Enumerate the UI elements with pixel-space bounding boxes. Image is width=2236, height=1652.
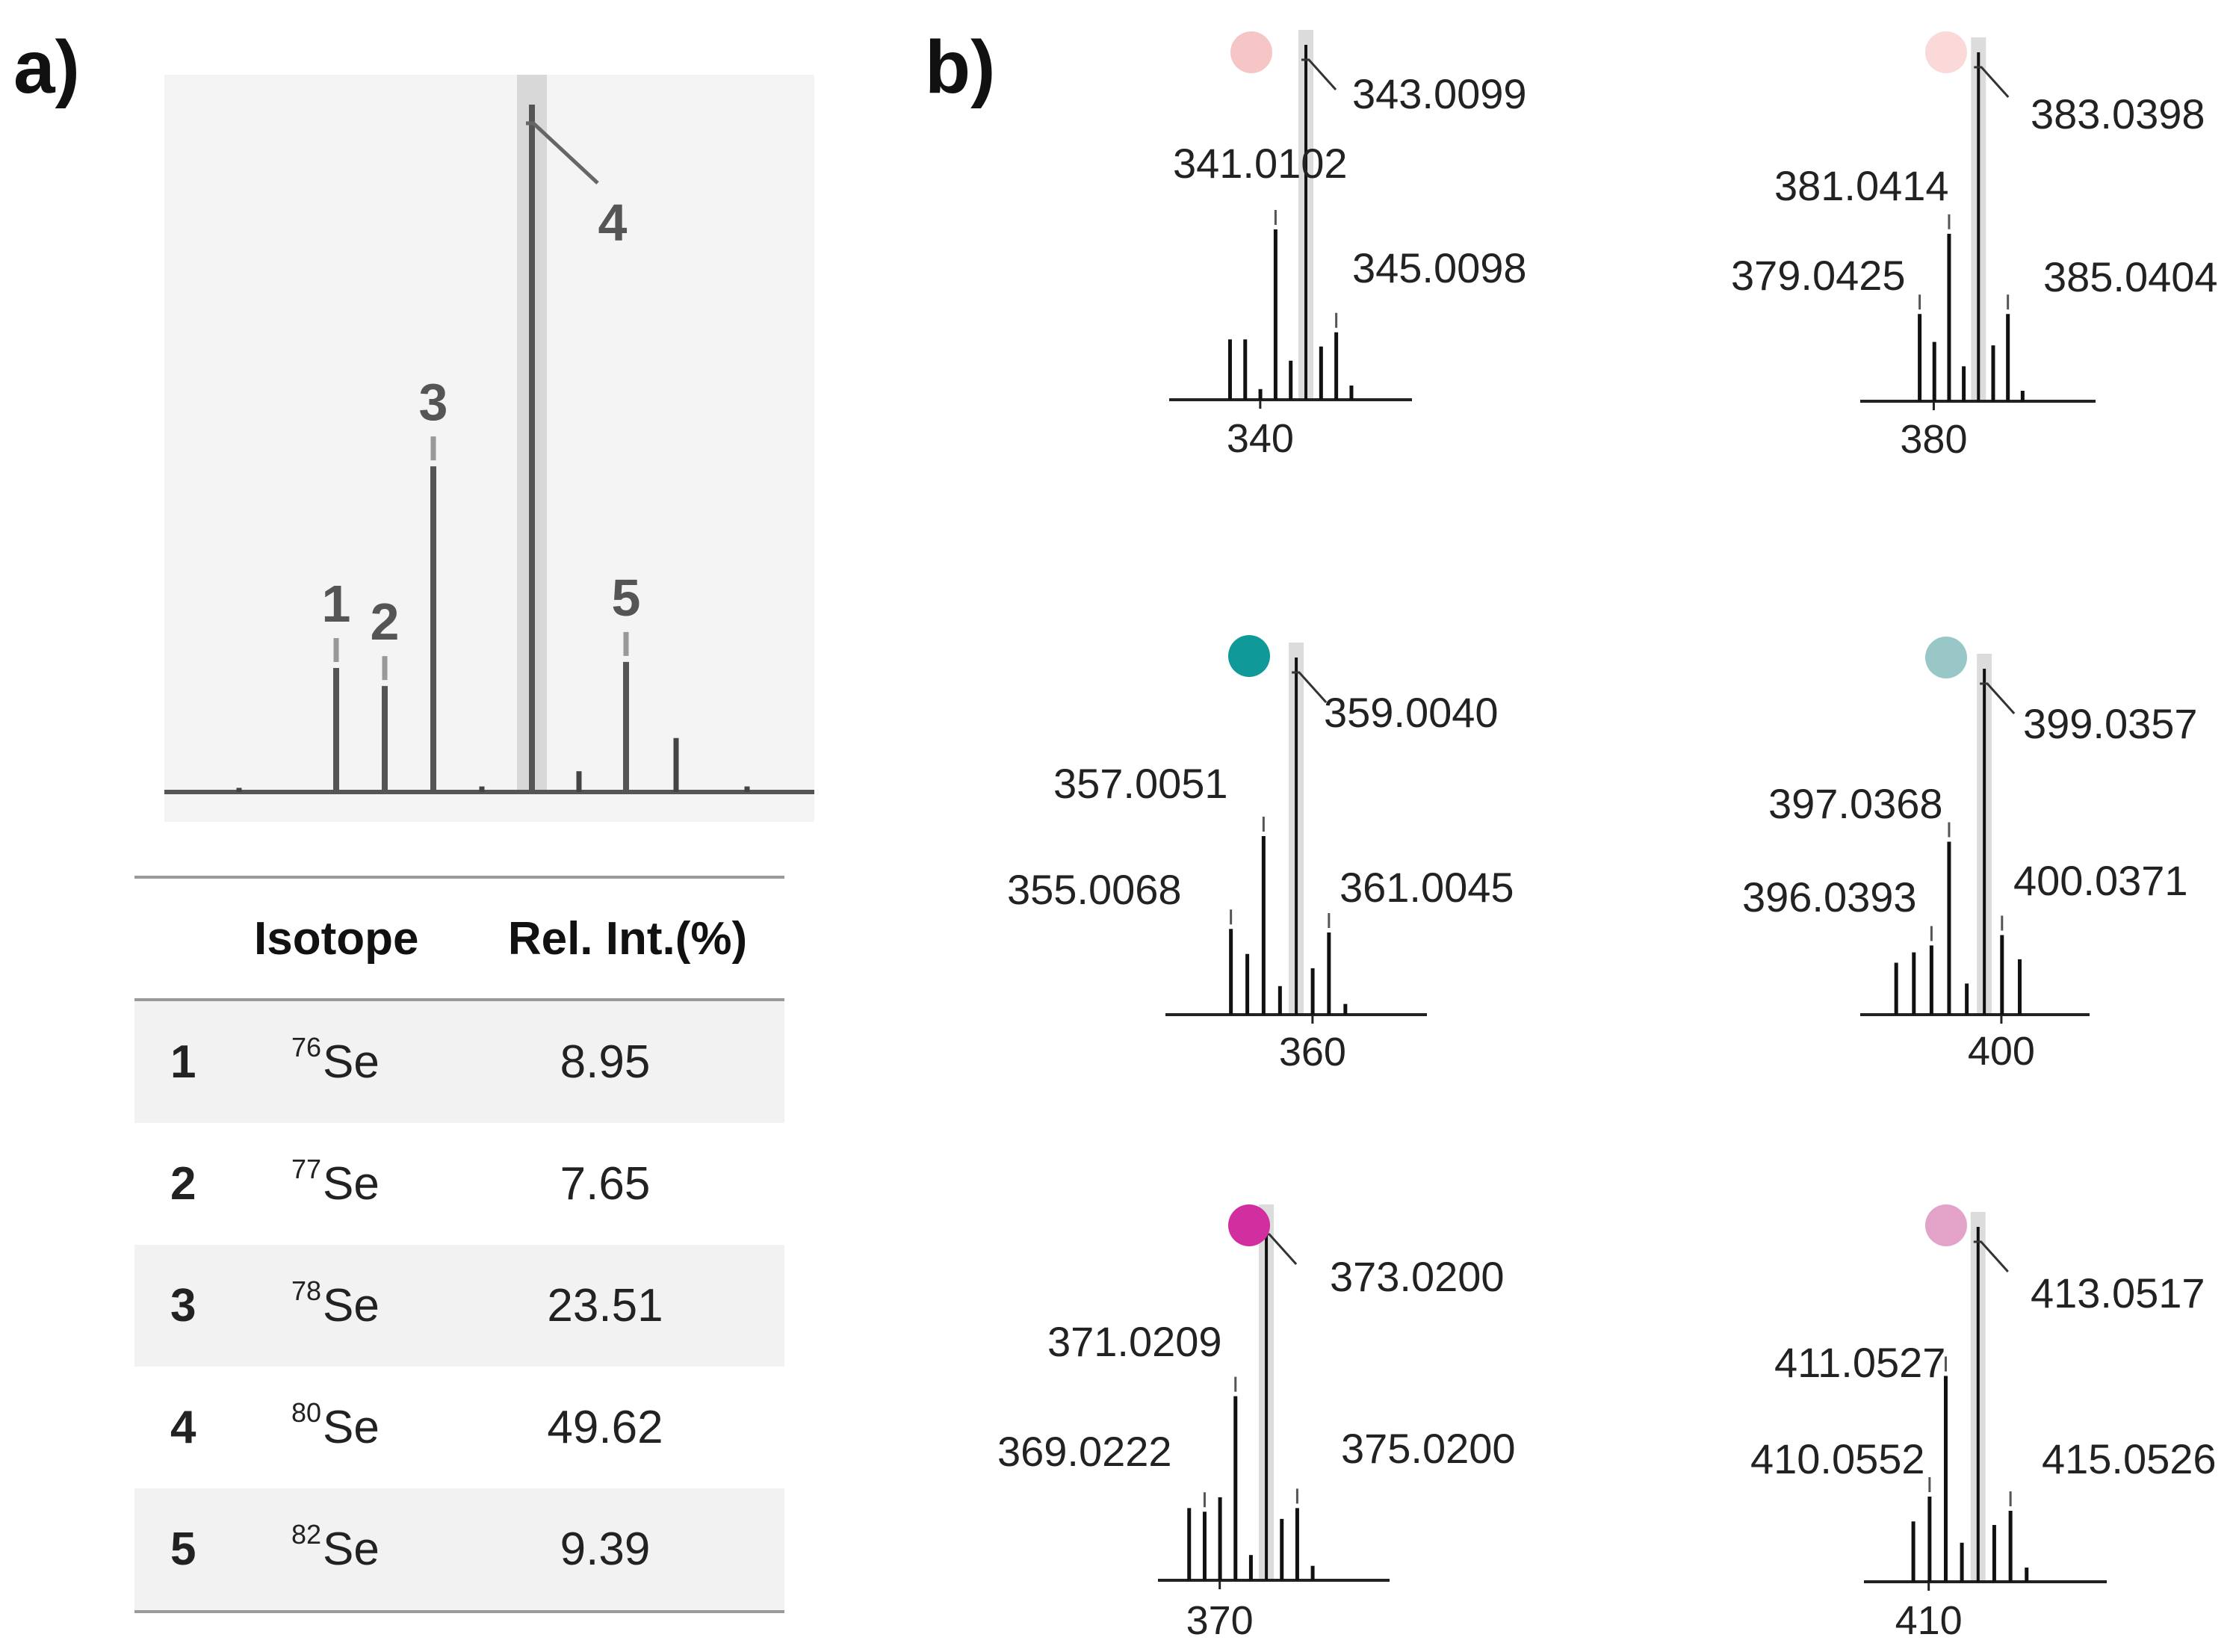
table-top-rule: [134, 876, 784, 879]
x-tick-label: 370: [1186, 1598, 1254, 1643]
panel-label-a: a): [13, 25, 80, 109]
header-rel-int: Rel. Int.(%): [507, 912, 748, 965]
peak-leader: [1973, 1240, 2009, 1273]
element-symbol: Se: [323, 1036, 380, 1088]
spectrum-b2: 380 379.0425 381.0414 383.0398 385.0404: [1731, 31, 2218, 462]
peak-mz-label: 415.0526: [2042, 1435, 2217, 1482]
peak-mz-label: 400.0371: [2013, 857, 2188, 904]
peak-leader: [1301, 58, 1337, 91]
peak-mz-label: 397.0368: [1768, 780, 1943, 827]
peak-mz-label: 341.0102: [1173, 140, 1348, 187]
peak-label: 4: [598, 194, 628, 252]
chart-a: 1 2 3 4 5: [164, 75, 814, 822]
table-row: 2 77 Se 7.65: [134, 1123, 784, 1245]
peak-mz-label: 399.0357: [2023, 700, 2198, 747]
mass-number: 78: [291, 1275, 322, 1306]
row-number: 1: [170, 1036, 196, 1088]
peak-mz-label: 379.0425: [1731, 252, 1906, 299]
peak-mz-label: 413.0517: [2031, 1269, 2205, 1317]
peak-label: 3: [419, 373, 448, 431]
row-isotope: 77 Se: [291, 1123, 380, 1245]
chart-a-background: [164, 75, 814, 822]
peak-mz-label: 361.0045: [1340, 864, 1514, 911]
row-rel-int: 8.95: [560, 1036, 651, 1088]
series-marker-dot: [1925, 1204, 1967, 1246]
mass-number: 76: [291, 1031, 322, 1062]
row-isotope: 80 Se: [291, 1367, 380, 1488]
peak-mz-label: 369.0222: [997, 1428, 1172, 1475]
peak-mz-label: 385.0404: [2043, 253, 2218, 300]
peak-label: 2: [371, 593, 400, 651]
peak-mz-label: 355.0068: [1007, 866, 1182, 913]
peak-leader: [1980, 682, 2016, 715]
peak-label: 5: [612, 569, 641, 627]
x-tick-label: 340: [1227, 416, 1294, 461]
element-symbol: Se: [323, 1523, 380, 1575]
x-tick-label: 410: [1895, 1598, 1963, 1643]
spectrum-b4: 400 396.0393 397.0368 399.0357 400.0371: [1742, 637, 2198, 1074]
peak-mz-label: 359.0040: [1324, 689, 1499, 736]
mass-number: 77: [291, 1153, 322, 1184]
peak-mz-label: 410.0552: [1750, 1435, 1925, 1482]
isotope-table: Isotope Rel. Int.(%) 1 76 Se 8.95 2 77 Se …: [134, 876, 784, 1613]
peak-mz-label: 396.0393: [1742, 873, 1917, 921]
row-rel-int: 23.51: [547, 1280, 663, 1331]
series-marker-dot: [1925, 637, 1967, 678]
row-rel-int: 9.39: [560, 1523, 651, 1575]
peak-mz-label: 383.0398: [2031, 90, 2205, 137]
header-isotope: Isotope: [254, 912, 419, 965]
panel-label-b: b): [925, 25, 996, 109]
table-row: 1 76 Se 8.95: [134, 1001, 784, 1123]
peak-mz-label: 345.0098: [1352, 244, 1527, 291]
peak-mz-label: 373.0200: [1330, 1253, 1505, 1300]
row-rel-int: 7.65: [560, 1158, 651, 1210]
x-tick-label: 400: [1968, 1029, 2035, 1074]
peak-leader: [526, 121, 599, 185]
row-rel-int: 49.62: [547, 1402, 663, 1453]
peak-mz-label: 343.0099: [1352, 70, 1527, 117]
spectrum-b5: 370 369.0222 371.0209 373.0200 375.0200: [997, 1204, 1516, 1643]
x-tick-label: 380: [1900, 417, 1967, 462]
table-bottom-rule: [134, 1610, 784, 1613]
row-isotope: 82 Se: [291, 1488, 380, 1610]
peak-mz-label: 357.0051: [1053, 760, 1228, 807]
element-symbol: Se: [323, 1158, 380, 1210]
mass-number: 82: [291, 1518, 322, 1550]
spectrum-b6: 410 410.0552 411.0527 413.0517 415.0526: [1750, 1204, 2217, 1643]
element-symbol: Se: [323, 1402, 380, 1453]
element-symbol: Se: [323, 1280, 380, 1331]
spectrum-b3: 360 355.0068 357.0051 359.0040 361.0045: [1007, 635, 1514, 1074]
peak-mz-label: 411.0527: [1774, 1339, 1945, 1386]
table-header-row: Isotope Rel. Int.(%): [134, 879, 784, 998]
row-number: 4: [170, 1402, 196, 1453]
row-number: 2: [170, 1158, 196, 1210]
table-row: 5 82 Se 9.39: [134, 1488, 784, 1610]
peak-mz-label: 371.0209: [1047, 1318, 1222, 1365]
series-marker-dot: [1228, 635, 1270, 677]
peak-leader: [1292, 671, 1328, 704]
series-marker-dot: [1230, 31, 1272, 73]
x-tick-label: 360: [1279, 1030, 1346, 1074]
peak-leader: [1974, 66, 2010, 99]
series-marker-dot: [1925, 31, 1967, 73]
table-row: 3 78 Se 23.51: [134, 1245, 784, 1367]
row-isotope: 76 Se: [291, 1001, 380, 1123]
table-header-rule: [134, 998, 784, 1001]
row-number: 3: [170, 1280, 196, 1331]
table-row: 4 80 Se 49.62: [134, 1367, 784, 1488]
peak-label: 1: [322, 575, 351, 633]
mass-number: 80: [291, 1396, 322, 1428]
row-isotope: 78 Se: [291, 1245, 380, 1367]
series-marker-dot: [1228, 1204, 1270, 1246]
peak-mz-label: 381.0414: [1774, 162, 1949, 209]
row-number: 5: [170, 1523, 196, 1575]
peak-mz-label: 375.0200: [1341, 1425, 1516, 1472]
